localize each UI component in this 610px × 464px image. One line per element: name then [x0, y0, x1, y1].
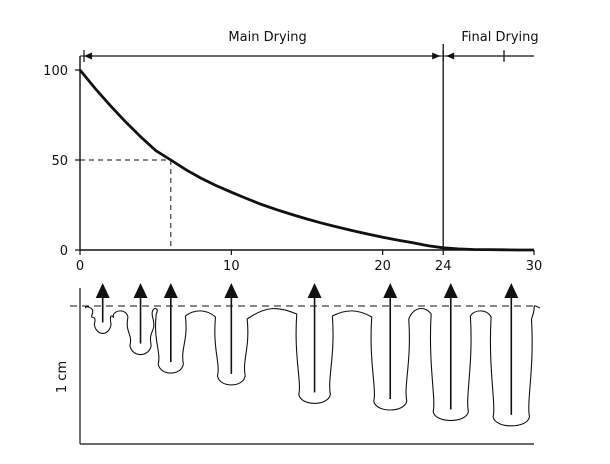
bracket-arrowhead: [84, 52, 92, 60]
vapor-arrow-head: [443, 283, 458, 298]
reference-lines: [80, 44, 444, 250]
x-tick-label: 30: [526, 259, 543, 274]
phase-label: Main Drying: [228, 30, 306, 45]
phase-brackets: Main Drying Final Drying: [83, 30, 539, 62]
phase-label: Final Drying: [461, 30, 538, 45]
vapor-arrow-head: [307, 283, 322, 298]
vapor-arrow-head: [224, 283, 239, 298]
pore-outline: [85, 305, 541, 427]
y-tick-label: 0: [60, 244, 68, 259]
drying-curve: [78, 69, 534, 252]
vapor-arrow-head: [163, 283, 178, 298]
vapor-arrow-head: [95, 283, 110, 298]
y-ticks: 0 50 100: [43, 64, 80, 259]
x-tick-label: 0: [76, 259, 84, 274]
vapor-arrows: [95, 283, 519, 415]
bracket-arrowhead: [432, 52, 441, 60]
vapor-arrow-head: [133, 283, 148, 298]
x-tick-label: 24: [435, 259, 452, 274]
x-tick-label: 20: [374, 259, 391, 274]
x-ticks: 0 10 20 24 30: [76, 250, 542, 274]
x-tick-label: 10: [223, 259, 240, 274]
y-tick-label: 50: [51, 154, 68, 169]
scale-label: 1 cm: [55, 361, 70, 393]
vapor-arrow-head: [504, 283, 519, 298]
y-tick-label: 100: [43, 64, 68, 79]
bracket-arrowhead: [446, 52, 455, 60]
vapor-arrow-head: [383, 283, 398, 298]
